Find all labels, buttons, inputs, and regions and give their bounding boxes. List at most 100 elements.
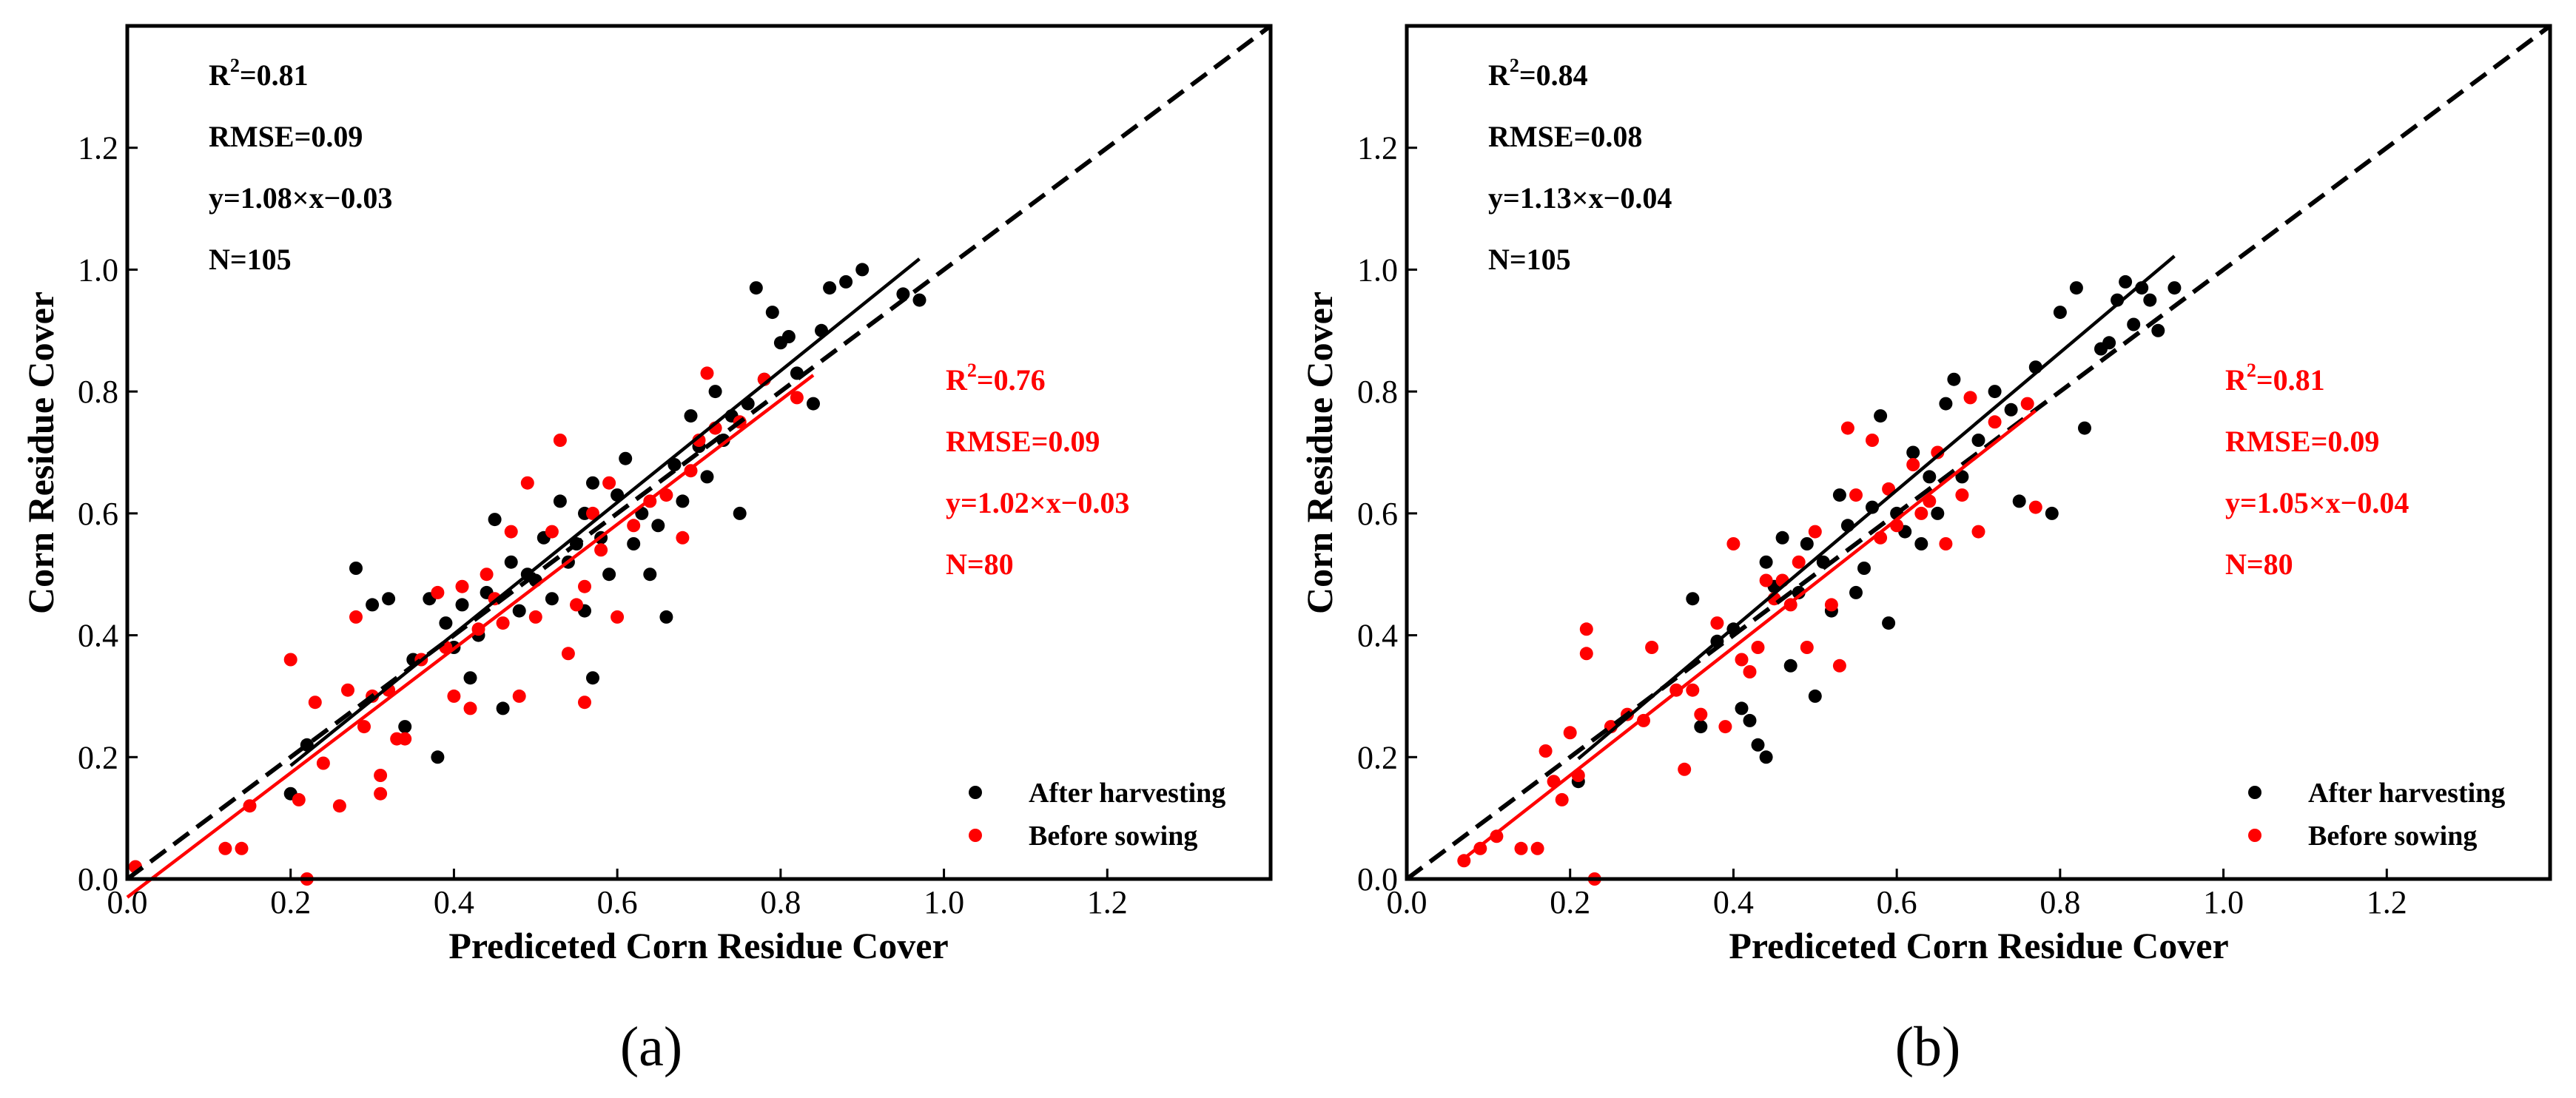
panel-b-point-after-32 bbox=[1947, 372, 1961, 386]
panel-b-point-before-52 bbox=[2028, 500, 2042, 514]
panel-a-before-equation: y=1.02×x−0.03 bbox=[946, 486, 1129, 519]
panel-b-point-before-18 bbox=[1678, 762, 1692, 776]
panel-b-point-before-25 bbox=[1743, 665, 1757, 678]
panel-b-point-after-12 bbox=[1783, 659, 1798, 673]
panel-b-point-before-26 bbox=[1751, 641, 1765, 654]
panel-b-point-before-48 bbox=[1963, 391, 1977, 405]
panel-a-point-before-23 bbox=[455, 579, 469, 593]
panel-a-label: (a) bbox=[620, 1016, 682, 1078]
panel-b-point-before-37 bbox=[1849, 488, 1863, 502]
panel-a-x-tick-label-5: 1.0 bbox=[924, 884, 964, 920]
panel-a-point-after-51 bbox=[765, 306, 779, 320]
panel-b-point-after-46 bbox=[2119, 274, 2133, 289]
panel-a-point-before-14 bbox=[374, 769, 388, 782]
panel-b-x-tick-label-4: 0.8 bbox=[2039, 884, 2080, 920]
panel-b-x-tick-label-2: 0.4 bbox=[1713, 884, 1754, 920]
panel-a-point-before-7 bbox=[308, 695, 322, 710]
panel-b-point-before-8 bbox=[1563, 726, 1577, 740]
panel-b-legend-marker-after bbox=[2248, 786, 2261, 799]
panel-a-after-r2: R2=0.81 bbox=[209, 55, 309, 92]
panel-b-point-before-51 bbox=[2020, 397, 2034, 411]
panel-a-point-after-23 bbox=[553, 494, 567, 508]
panel-a-fit-line-after bbox=[289, 257, 921, 767]
panel-b-point-before-45 bbox=[1931, 445, 1945, 459]
panel-b-y-axis-title: Corn Residue Cover bbox=[1299, 292, 1340, 614]
panel-b-x-tick-label-6: 1.2 bbox=[2367, 884, 2407, 920]
panel-a-point-after-15 bbox=[488, 513, 502, 527]
panel-b-y-tick-label-6: 1.2 bbox=[1357, 130, 1398, 166]
panel-a-point-after-33 bbox=[619, 451, 633, 465]
panel-b-y-tick-label-2: 0.4 bbox=[1357, 618, 1398, 654]
panel-a-legend-label-after: After harvesting bbox=[1029, 778, 1225, 809]
panel-a-point-before-1 bbox=[218, 841, 232, 855]
panel-a-point-after-53 bbox=[781, 330, 796, 343]
panel-a-points bbox=[129, 263, 927, 886]
panel-a-point-before-43 bbox=[627, 519, 641, 533]
panel-a-point-after-49 bbox=[749, 281, 763, 295]
panel-a-point-before-36 bbox=[570, 598, 583, 612]
panel-b-point-after-9 bbox=[1759, 555, 1773, 569]
panel-b-after-r2-r: R bbox=[1488, 58, 1510, 92]
panel-b-point-after-33 bbox=[1955, 470, 1969, 484]
panel-a-point-after-43 bbox=[700, 470, 714, 484]
panel-a-point-after-60 bbox=[896, 287, 910, 301]
panel-a-x-tick-label-2: 0.4 bbox=[434, 884, 474, 920]
panel-a-point-after-8 bbox=[431, 750, 445, 764]
panel-a-ticks: 0.0 0.2 0.4 0.6 0.8 1.0 1.2 0.0 0.2 0.4 0.6 0.8 1.0 1… bbox=[78, 130, 1128, 920]
panel-b: 0.0 0.2 0.4 0.6 0.8 1.0 1.2 0.0 0.2 0.4 0.6 0.8 1.0 1… bbox=[1299, 24, 2552, 1078]
panel-b-point-after-35 bbox=[1988, 385, 2002, 399]
panel-b-point-before-21 bbox=[1710, 616, 1724, 630]
panel-b-point-after-15 bbox=[1808, 689, 1822, 703]
panel-a-lines bbox=[126, 24, 1272, 899]
panel-b-before-r2-value: =0.81 bbox=[2256, 363, 2325, 397]
panel-a-after-n: N=105 bbox=[209, 243, 292, 276]
panel-a-one-to-one-line bbox=[126, 24, 1272, 881]
panel-b-point-before-23 bbox=[1726, 537, 1741, 550]
panel-a-before-rmse: RMSE=0.09 bbox=[946, 425, 1100, 458]
panel-b-point-before-7 bbox=[1555, 792, 1569, 806]
panel-b-point-before-10 bbox=[1579, 622, 1593, 636]
panel-b-point-after-44 bbox=[2102, 336, 2116, 350]
panel-a-x-tick-label-6: 1.2 bbox=[1087, 884, 1128, 920]
panel-a-point-after-31 bbox=[602, 567, 616, 582]
panel-b-point-after-24 bbox=[1882, 616, 1896, 630]
panel-a-y-axis-title: Corn Residue Cover bbox=[20, 292, 61, 614]
panel-a-y-tick-label-3: 0.6 bbox=[78, 496, 118, 532]
panel-a-point-after-47 bbox=[733, 506, 747, 520]
panel-b-before-r2-r: R bbox=[2225, 363, 2247, 397]
panel-b-point-after-11 bbox=[1775, 531, 1789, 545]
panel-a-point-before-48 bbox=[692, 434, 706, 447]
panel-a: 0.0 0.2 0.4 0.6 0.8 1.0 1.2 0.0 0.2 0.4 0.6 0.8 1.0 1… bbox=[20, 24, 1273, 1078]
panel-a-x-tick-label-3: 0.6 bbox=[597, 884, 638, 920]
panel-b-point-after-1 bbox=[1686, 592, 1700, 606]
panel-a-after-r2-sup: 2 bbox=[230, 55, 240, 76]
panel-b-x-tick-label-3: 0.6 bbox=[1877, 884, 1917, 920]
panel-a-after-rmse: RMSE=0.09 bbox=[209, 120, 363, 153]
panel-a-point-before-49 bbox=[700, 366, 714, 380]
panel-a-point-after-41 bbox=[684, 409, 698, 423]
panel-a-point-after-57 bbox=[823, 281, 837, 295]
panel-a-x-tick-label-1: 0.2 bbox=[270, 884, 311, 920]
panel-b-point-after-36 bbox=[2004, 403, 2018, 417]
panel-a-legend-marker-before bbox=[969, 829, 982, 842]
panel-b-point-after-21 bbox=[1857, 562, 1871, 575]
panel-b-point-after-7 bbox=[1751, 738, 1765, 752]
panel-b-before-r2-sup: 2 bbox=[2247, 360, 2256, 381]
panel-b-point-before-11 bbox=[1579, 647, 1593, 661]
panel-a-point-after-38 bbox=[659, 610, 673, 624]
panel-a-point-before-39 bbox=[586, 506, 599, 520]
panel-a-point-after-37 bbox=[651, 519, 665, 533]
panel-a-point-before-2 bbox=[235, 841, 249, 855]
panel-b-point-after-14 bbox=[1800, 537, 1814, 550]
panel-b-after-r2: R2=0.84 bbox=[1488, 55, 1588, 92]
panel-a-point-before-26 bbox=[480, 567, 494, 582]
panel-b-y-tick-label-4: 0.8 bbox=[1357, 374, 1398, 410]
panel-a-y-tick-label-2: 0.4 bbox=[78, 618, 118, 654]
panel-a-legend: After harvesting Before sowing bbox=[969, 778, 1225, 852]
panel-b-point-before-24 bbox=[1735, 653, 1749, 667]
panel-b-point-before-42 bbox=[1906, 458, 1920, 471]
panel-b-point-before-22 bbox=[1718, 720, 1732, 734]
panel-b-point-after-39 bbox=[2045, 506, 2059, 520]
panel-b-before-r2: R2=0.81 bbox=[2225, 360, 2325, 397]
panel-b-point-after-18 bbox=[1832, 488, 1846, 502]
